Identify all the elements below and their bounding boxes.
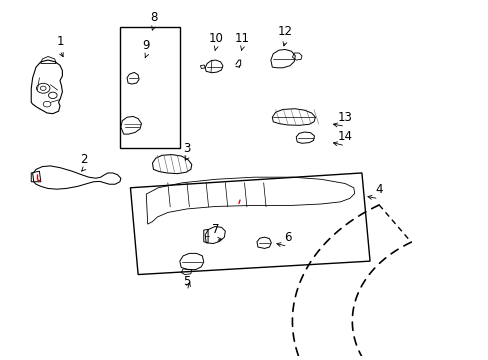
Text: 11: 11: [234, 32, 249, 45]
Text: 13: 13: [337, 111, 352, 123]
Text: 8: 8: [149, 11, 157, 24]
Text: 12: 12: [277, 25, 292, 38]
Text: 9: 9: [142, 39, 150, 52]
Text: 10: 10: [208, 32, 223, 45]
Text: 3: 3: [183, 141, 190, 154]
Text: 4: 4: [374, 183, 382, 196]
Text: 6: 6: [284, 230, 291, 243]
Text: 5: 5: [183, 275, 190, 288]
Bar: [120, 27, 180, 148]
Text: 14: 14: [337, 130, 352, 143]
Text: 2: 2: [80, 153, 87, 166]
Text: 7: 7: [212, 224, 219, 237]
Text: 1: 1: [56, 35, 63, 48]
